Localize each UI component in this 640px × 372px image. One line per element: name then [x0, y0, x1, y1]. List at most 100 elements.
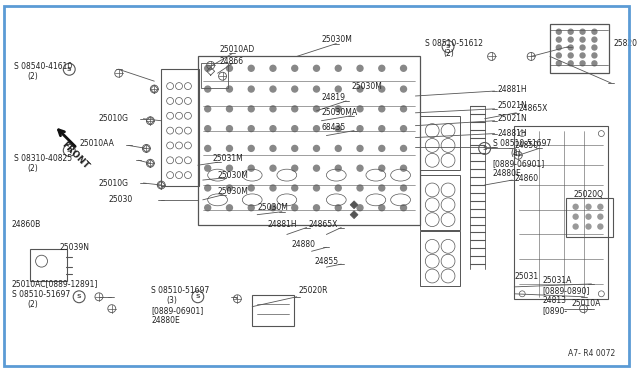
Text: 24880E: 24880E	[151, 316, 180, 325]
Circle shape	[592, 29, 597, 34]
Text: 24865X: 24865X	[308, 220, 338, 229]
Bar	[420, 231, 460, 286]
Text: 24881H: 24881H	[497, 129, 527, 138]
Text: 24860B: 24860B	[12, 220, 41, 229]
Text: 24819: 24819	[321, 93, 346, 102]
Text: 25031A: 25031A	[542, 276, 572, 285]
Circle shape	[205, 205, 211, 211]
Polygon shape	[350, 211, 358, 219]
Circle shape	[292, 205, 298, 211]
Circle shape	[227, 106, 232, 112]
Text: 24813: 24813	[542, 296, 566, 305]
Text: 24855: 24855	[314, 257, 339, 266]
Circle shape	[401, 126, 406, 132]
Text: S 08510-51697: S 08510-51697	[12, 290, 70, 299]
Circle shape	[357, 145, 363, 151]
Circle shape	[592, 61, 597, 66]
Circle shape	[401, 106, 406, 112]
Circle shape	[248, 165, 254, 171]
Bar	[550, 24, 609, 73]
Circle shape	[205, 165, 211, 171]
Text: 25010AC[0889-12891]: 25010AC[0889-12891]	[12, 279, 99, 288]
Text: 25030M: 25030M	[218, 187, 248, 196]
Text: 24860: 24860	[515, 174, 538, 183]
Text: [0889-06901]: [0889-06901]	[493, 159, 545, 168]
Circle shape	[314, 65, 319, 71]
Circle shape	[335, 205, 341, 211]
Text: [0889-06901]: [0889-06901]	[151, 306, 204, 315]
Text: S 08510-51612: S 08510-51612	[426, 39, 483, 48]
Circle shape	[335, 65, 341, 71]
Circle shape	[292, 65, 298, 71]
Circle shape	[314, 205, 319, 211]
Circle shape	[314, 86, 319, 92]
Circle shape	[227, 126, 232, 132]
Circle shape	[598, 224, 603, 229]
Circle shape	[270, 165, 276, 171]
Circle shape	[227, 185, 232, 191]
Circle shape	[573, 224, 578, 229]
Circle shape	[227, 205, 232, 211]
Circle shape	[205, 126, 211, 132]
Circle shape	[270, 65, 276, 71]
Circle shape	[205, 145, 211, 151]
Text: S 08540-41610: S 08540-41610	[14, 62, 72, 71]
Circle shape	[379, 65, 385, 71]
Text: (2): (2)	[28, 300, 38, 309]
Circle shape	[401, 65, 406, 71]
Bar	[198, 57, 420, 225]
Circle shape	[357, 65, 363, 71]
Circle shape	[227, 86, 232, 92]
Circle shape	[379, 165, 385, 171]
Circle shape	[568, 61, 573, 66]
Circle shape	[205, 185, 211, 191]
Circle shape	[248, 65, 254, 71]
Circle shape	[292, 185, 298, 191]
Circle shape	[379, 145, 385, 151]
Circle shape	[227, 65, 232, 71]
Text: [0890-: [0890-	[542, 306, 567, 315]
Text: S 08510-51697: S 08510-51697	[493, 139, 551, 148]
Text: 24881H: 24881H	[497, 84, 527, 94]
Circle shape	[335, 86, 341, 92]
Circle shape	[573, 214, 578, 219]
Circle shape	[357, 185, 363, 191]
Text: 24866: 24866	[220, 57, 244, 66]
Text: 25031: 25031	[515, 273, 538, 282]
Circle shape	[357, 165, 363, 171]
Circle shape	[227, 145, 232, 151]
Text: 24880E: 24880E	[493, 169, 522, 178]
Text: 24880: 24880	[292, 240, 316, 249]
Text: 24850: 24850	[515, 141, 538, 150]
Circle shape	[248, 205, 254, 211]
Circle shape	[556, 61, 561, 66]
Circle shape	[292, 126, 298, 132]
Text: 25030M: 25030M	[351, 81, 382, 91]
Text: S: S	[67, 148, 72, 153]
Text: 25820: 25820	[613, 39, 637, 48]
Text: 25030M: 25030M	[321, 35, 353, 44]
Circle shape	[379, 86, 385, 92]
Circle shape	[314, 106, 319, 112]
Circle shape	[580, 37, 585, 42]
Text: 25031M: 25031M	[212, 154, 243, 163]
Circle shape	[335, 145, 341, 151]
Circle shape	[227, 165, 232, 171]
Polygon shape	[350, 201, 358, 209]
Circle shape	[335, 165, 341, 171]
Circle shape	[314, 126, 319, 132]
Text: 25020Q: 25020Q	[573, 190, 604, 199]
Circle shape	[248, 106, 254, 112]
Text: S 08310-40825: S 08310-40825	[14, 154, 72, 163]
Text: 25030MA: 25030MA	[321, 108, 358, 117]
Circle shape	[248, 126, 254, 132]
Circle shape	[270, 145, 276, 151]
Text: 24881H: 24881H	[267, 220, 297, 229]
Circle shape	[401, 165, 406, 171]
Circle shape	[357, 106, 363, 112]
Circle shape	[573, 204, 578, 209]
Text: 25010AD: 25010AD	[220, 45, 255, 54]
Circle shape	[292, 106, 298, 112]
Circle shape	[580, 61, 585, 66]
Circle shape	[580, 29, 585, 34]
